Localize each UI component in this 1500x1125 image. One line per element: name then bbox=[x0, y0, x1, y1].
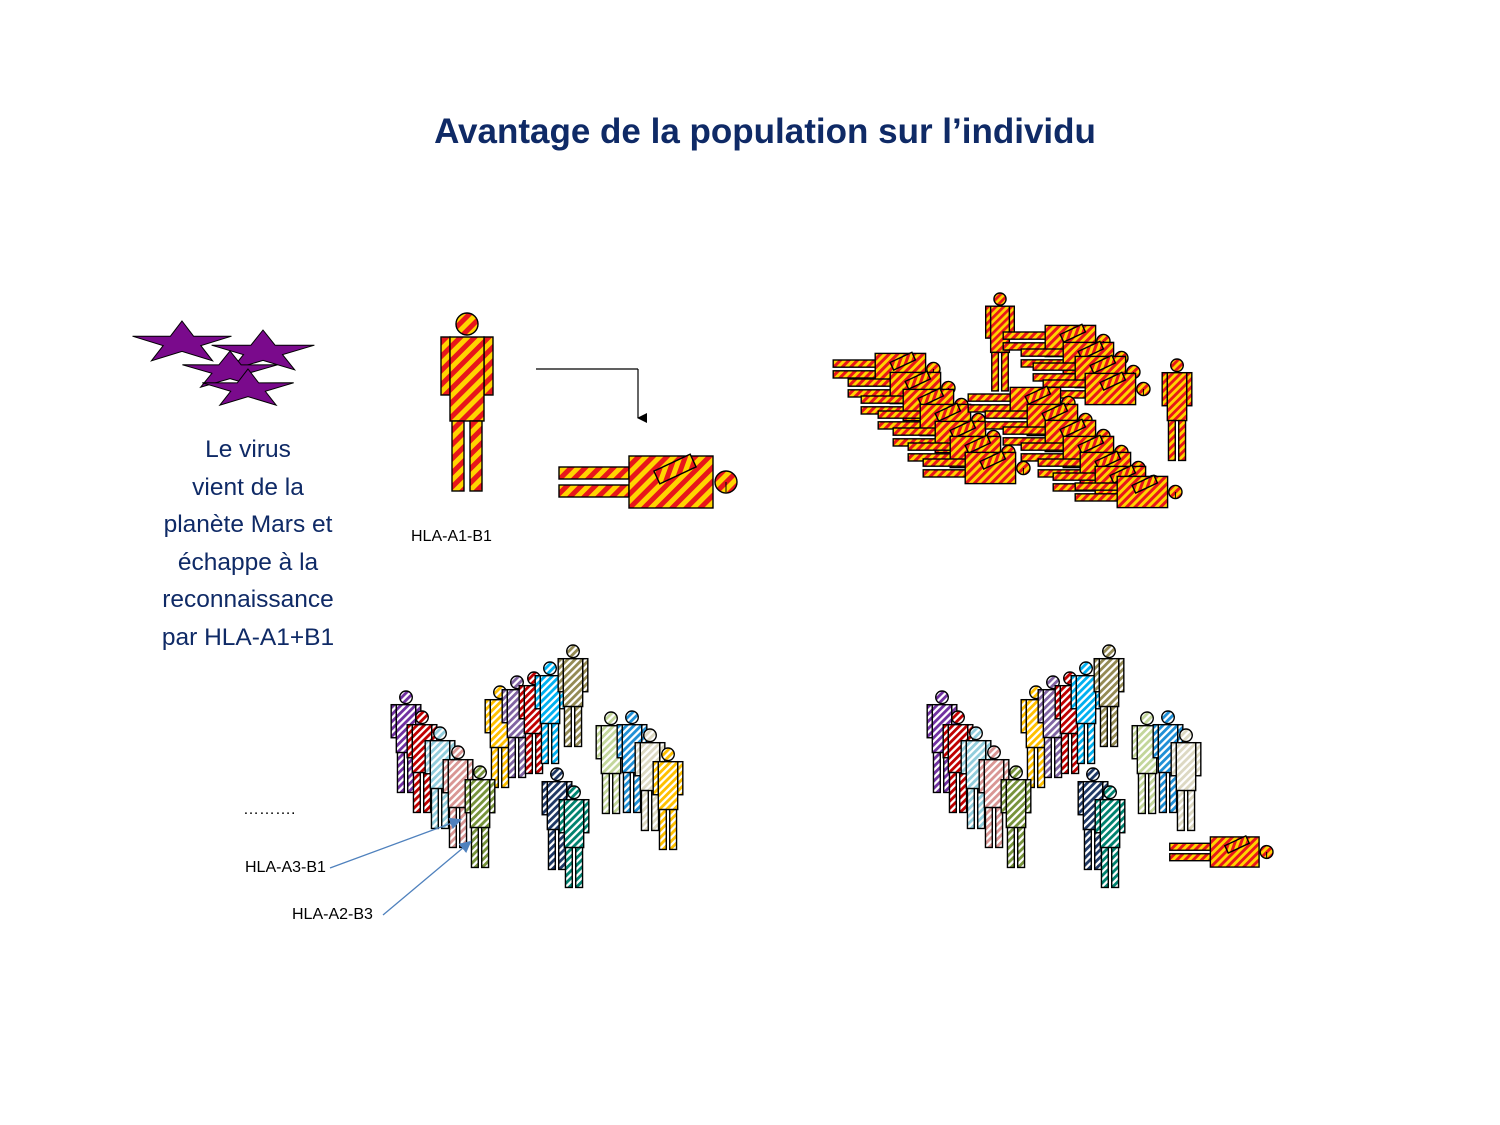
hla-a1-b1-label: HLA-A1-B1 bbox=[411, 528, 492, 545]
lying-person-icon bbox=[1074, 474, 1183, 509]
standing-person-icon bbox=[942, 710, 974, 814]
standing-person-icon bbox=[440, 312, 494, 492]
virus-text-line: planète Mars et bbox=[163, 511, 333, 538]
standing-person-icon bbox=[558, 785, 590, 889]
virus-text-line: par HLA-A1+B1 bbox=[161, 623, 335, 651]
virus-stars bbox=[132, 320, 315, 407]
dead-individual-figure bbox=[558, 453, 738, 509]
pointer-arrow-a3b1 bbox=[329, 817, 462, 869]
slide-title: Avantage de la population sur l’individu bbox=[434, 112, 1096, 151]
standing-person-icon bbox=[1131, 711, 1163, 815]
star-icon bbox=[202, 368, 294, 407]
standing-person-icon bbox=[1094, 785, 1126, 889]
standing-person-icon bbox=[1000, 765, 1032, 869]
virus-text-line: échappe à la bbox=[177, 548, 319, 576]
lying-person-icon bbox=[558, 453, 738, 509]
standing-person-icon bbox=[1170, 728, 1202, 832]
infected-population bbox=[832, 292, 1193, 509]
individual-figure bbox=[440, 312, 494, 492]
standing-person-icon bbox=[985, 292, 1015, 392]
standing-person-icon bbox=[557, 644, 589, 748]
virus-text-line: Le virus bbox=[205, 436, 291, 463]
lying-person-icon bbox=[922, 450, 1031, 485]
standing-person-icon bbox=[464, 765, 496, 869]
hla-a3-b1-label: HLA-A3-B1 bbox=[245, 859, 326, 876]
standing-person-icon bbox=[541, 767, 573, 871]
virus-text-line: reconnaissance bbox=[162, 586, 334, 613]
virus-text-line: vient de la bbox=[192, 473, 304, 501]
pointer-arrow-a2b3 bbox=[382, 840, 472, 916]
hla-a2-b3-label: HLA-A2-B3 bbox=[292, 906, 373, 923]
standing-person-icon bbox=[1161, 358, 1193, 462]
star-icon bbox=[211, 329, 315, 371]
standing-person-icon bbox=[652, 747, 684, 851]
diverse-population-before bbox=[390, 644, 684, 889]
ellipsis-label: ………. bbox=[243, 801, 296, 818]
standing-person-icon bbox=[634, 728, 666, 832]
star-icon bbox=[182, 350, 278, 389]
lying-person-icon bbox=[1042, 371, 1151, 406]
virus-description: Le virus vient de la planète Mars et éch… bbox=[128, 431, 368, 656]
star-icon bbox=[132, 320, 232, 362]
standing-person-icon bbox=[1093, 644, 1125, 748]
diverse-population-after bbox=[926, 644, 1274, 889]
lying-person-icon bbox=[1169, 834, 1274, 868]
